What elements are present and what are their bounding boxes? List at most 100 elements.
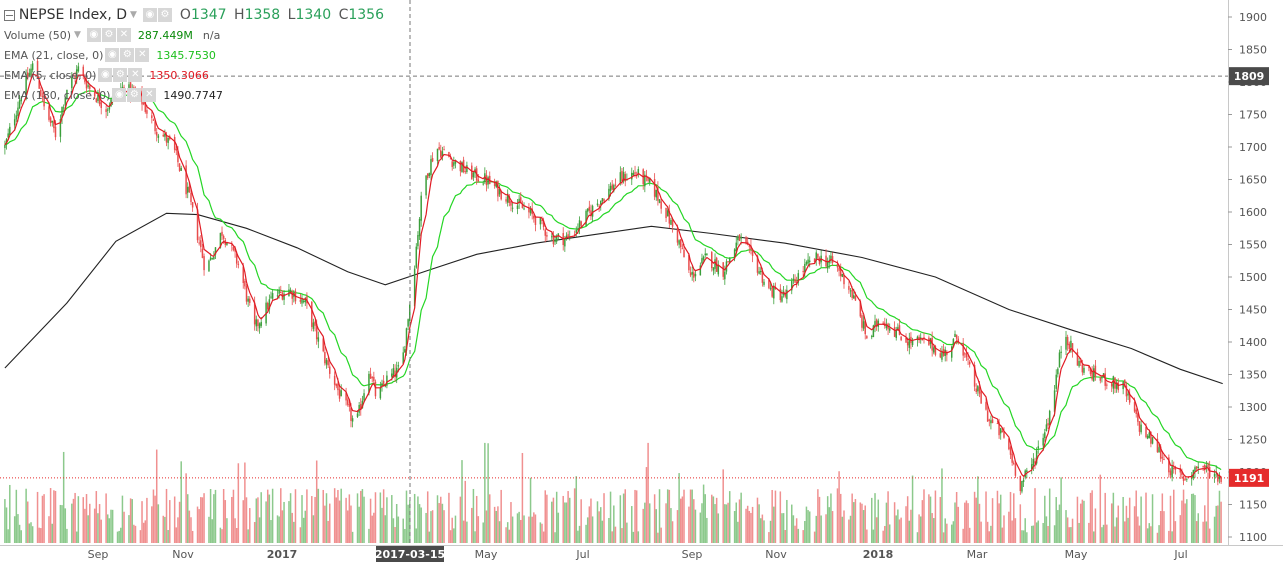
volume-bar <box>1207 472 1209 543</box>
eye-icon[interactable]: ◉ <box>112 88 127 102</box>
settings-icon[interactable]: ⚙ <box>101 28 116 42</box>
volume-bar <box>1110 503 1113 543</box>
candle-body <box>209 257 212 261</box>
volume-bar <box>265 501 267 543</box>
volume-bar <box>100 519 102 543</box>
candle-body <box>968 361 971 365</box>
candle-body <box>906 341 909 346</box>
settings-icon[interactable]: ⚙ <box>157 8 172 22</box>
symbol-title[interactable]: NEPSE Index, D <box>18 7 127 23</box>
candle-body <box>198 242 200 244</box>
high-value: 1358 <box>244 7 281 23</box>
settings-icon[interactable]: ⚙ <box>120 48 135 62</box>
indicator-value: 1350.3066 <box>149 68 209 82</box>
indicator-label[interactable]: EMA (5, close, 0) <box>4 68 97 82</box>
candle-body <box>98 94 101 105</box>
candle-body <box>779 288 782 301</box>
candle-body <box>255 319 258 327</box>
price-tick-label: 1600 <box>1239 206 1267 219</box>
eye-icon[interactable]: ◉ <box>86 28 101 42</box>
low-value: 1340 <box>295 7 332 23</box>
candle-body <box>759 271 762 273</box>
candle-body <box>402 352 404 364</box>
eye-icon[interactable]: ◉ <box>142 8 157 22</box>
candle-body <box>291 291 293 299</box>
close-icon[interactable]: ✕ <box>128 68 143 82</box>
volume-bar <box>53 490 55 543</box>
volume-bar <box>573 488 576 543</box>
close-icon[interactable]: ✕ <box>116 28 131 42</box>
volume-bar <box>1083 500 1085 543</box>
volume-bar <box>985 491 987 543</box>
candle-body <box>795 281 798 284</box>
candle-body <box>28 73 31 77</box>
volume-bar <box>151 506 153 543</box>
chevron-down-icon[interactable]: ▼ <box>74 30 81 40</box>
candle-body <box>714 259 716 269</box>
chevron-down-icon[interactable]: ▼ <box>130 10 137 20</box>
volume-bar <box>660 527 662 543</box>
candle-body <box>510 200 512 206</box>
candle-body <box>222 235 225 239</box>
volume-bar <box>472 488 475 543</box>
volume-bar <box>928 494 930 543</box>
indicator-label[interactable]: Volume (50) <box>4 28 71 42</box>
volume-bar <box>779 491 782 543</box>
candle-body <box>665 207 667 219</box>
price-tick-label: 1400 <box>1239 336 1267 349</box>
volume-bar <box>952 521 955 543</box>
time-tick-label: May <box>1065 548 1088 561</box>
volume-bar <box>671 521 674 543</box>
candle-body <box>200 240 202 248</box>
close-icon[interactable]: ✕ <box>135 48 150 62</box>
volume-bar <box>817 489 819 543</box>
candle-body <box>859 301 862 317</box>
candle-body <box>534 217 537 226</box>
candle-body <box>1035 450 1038 464</box>
volume-bar <box>152 489 155 543</box>
volume-bar <box>175 527 178 543</box>
candle-body <box>1091 372 1093 380</box>
volume-bar <box>196 506 199 543</box>
indicator-label[interactable]: EMA (180, close, 0) <box>4 88 111 102</box>
candle-body <box>668 210 671 224</box>
volume-bar <box>314 496 316 543</box>
volume-bar <box>1138 525 1141 543</box>
candle-body <box>1137 413 1139 422</box>
ema5-line <box>4 73 1222 478</box>
volume-bar <box>714 504 716 543</box>
collapse-legend-icon[interactable] <box>4 9 15 21</box>
settings-icon[interactable]: ⚙ <box>113 68 128 82</box>
candle-body <box>1140 424 1142 433</box>
volume-bar <box>201 497 204 543</box>
close-icon[interactable]: ✕ <box>142 88 157 102</box>
volume-bar <box>129 498 132 543</box>
candle-body <box>996 423 999 425</box>
settings-icon[interactable]: ⚙ <box>127 88 142 102</box>
candle-body <box>1081 364 1084 373</box>
volume-bar <box>838 471 840 543</box>
indicator-label[interactable]: EMA (21, close, 0) <box>4 48 104 62</box>
volume-bar <box>830 493 832 543</box>
candle-body <box>249 298 251 303</box>
eye-icon[interactable]: ◉ <box>105 48 120 62</box>
volume-bar <box>15 489 18 543</box>
volume-bar <box>1078 522 1080 543</box>
volume-bar <box>20 530 22 543</box>
candle-body <box>1151 437 1154 444</box>
volume-bar <box>306 489 308 543</box>
volume-bar <box>404 528 406 543</box>
volume-bar <box>715 497 718 543</box>
candle-body <box>329 366 331 374</box>
volume-bar <box>756 497 759 543</box>
volume-bar <box>670 508 672 543</box>
volume-bar <box>568 497 571 543</box>
volume-bar <box>608 517 610 543</box>
candle-body <box>622 172 625 182</box>
candle-body <box>280 292 282 294</box>
candle-body <box>317 337 320 342</box>
candle-body <box>578 220 581 230</box>
eye-icon[interactable]: ◉ <box>98 68 113 82</box>
volume-bar <box>249 508 251 543</box>
